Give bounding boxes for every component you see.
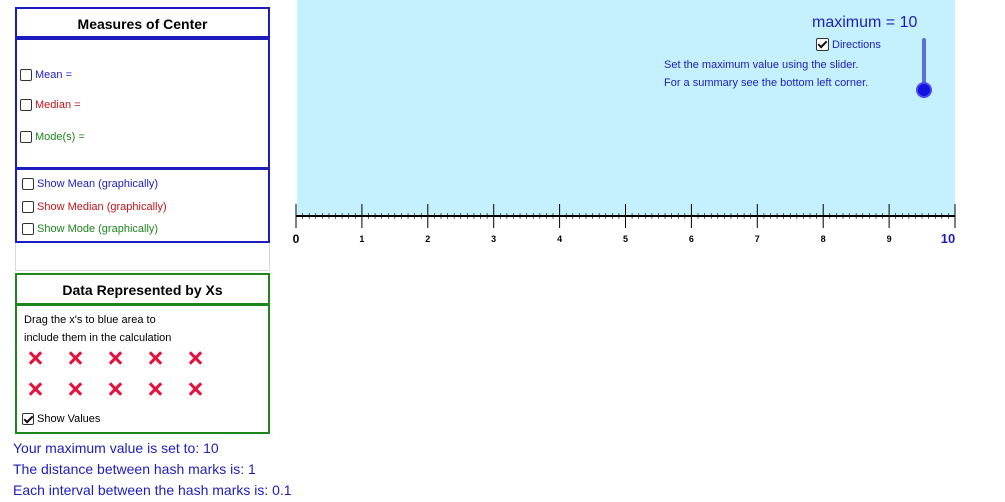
show-median-label: Show Median (graphically)	[37, 201, 167, 213]
checkbox-checked-icon[interactable]	[22, 413, 34, 425]
graphic-options-box: Show Mean (graphically) Show Median (gra…	[15, 168, 270, 243]
directions-checkbox[interactable]: Directions	[816, 38, 881, 51]
x-mark[interactable]	[108, 382, 122, 396]
tick-label: 2	[425, 234, 431, 244]
instruction-line-2: include them in the calculation	[24, 332, 172, 344]
instruction-line-1: Drag the x's to blue area to	[24, 314, 156, 326]
tick-label: 9	[886, 234, 892, 244]
maximum-slider-knob[interactable]	[916, 82, 932, 98]
maximum-slider-track[interactable]	[922, 38, 926, 90]
tick-label: 10	[940, 231, 956, 246]
directions-label: Directions	[832, 38, 881, 51]
checkbox-icon[interactable]	[20, 99, 32, 111]
mode-checkbox[interactable]: Mode(s) =	[20, 131, 85, 143]
median-checkbox[interactable]: Median =	[20, 99, 81, 111]
mean-label: Mean =	[35, 69, 72, 81]
checkbox-icon[interactable]	[20, 131, 32, 143]
measures-title-box: Measures of Center	[15, 7, 270, 38]
maximum-label: maximum = 10	[812, 14, 918, 31]
show-values-label: Show Values	[37, 413, 101, 425]
tick-label: 5	[622, 234, 629, 244]
show-median-checkbox[interactable]: Show Median (graphically)	[22, 201, 167, 213]
number-line	[295, 204, 956, 228]
x-mark[interactable]	[188, 382, 202, 396]
tick-label: 1	[359, 234, 365, 244]
x-mark[interactable]	[148, 382, 162, 396]
median-label: Median =	[35, 99, 81, 111]
tick-label: 6	[688, 234, 694, 244]
data-title-box: Data Represented by Xs	[15, 273, 270, 305]
tick-label: 7	[754, 234, 760, 244]
info-max-value: Your maximum value is set to: 10	[13, 440, 219, 456]
checkbox-icon[interactable]	[22, 178, 34, 190]
direction-line-2: For a summary see the bottom left corner…	[664, 77, 869, 89]
checkbox-icon[interactable]	[22, 201, 34, 213]
checkbox-icon[interactable]	[22, 223, 34, 235]
tick-label: 3	[491, 234, 497, 244]
show-values-checkbox[interactable]: Show Values	[22, 413, 100, 425]
x-mark[interactable]	[68, 382, 82, 396]
data-title: Data Represented by Xs	[62, 282, 223, 298]
show-mean-checkbox[interactable]: Show Mean (graphically)	[22, 178, 158, 190]
x-mark[interactable]	[148, 351, 162, 365]
x-mark[interactable]	[28, 351, 42, 365]
measures-title: Measures of Center	[77, 16, 208, 32]
x-mark[interactable]	[108, 351, 122, 365]
spacer-box	[15, 243, 270, 271]
mode-label: Mode(s) =	[35, 131, 85, 143]
info-interval: Each interval between the hash marks is:…	[13, 482, 292, 498]
data-box: Drag the x's to blue area to include the…	[15, 304, 270, 434]
direction-line-1: Set the maximum value using the slider.	[664, 59, 859, 71]
show-mean-label: Show Mean (graphically)	[37, 178, 159, 190]
checkbox-checked-icon[interactable]	[816, 38, 829, 51]
tick-label: 8	[820, 234, 826, 244]
x-mark[interactable]	[28, 382, 42, 396]
show-mode-checkbox[interactable]: Show Mode (graphically)	[22, 223, 158, 235]
x-mark[interactable]	[188, 351, 202, 365]
tick-label: 4	[557, 234, 563, 244]
show-mode-label: Show Mode (graphically)	[37, 223, 159, 235]
tick-label: 0	[292, 232, 300, 246]
checkbox-icon[interactable]	[20, 69, 32, 81]
measures-box: Mean = Median = Mode(s) =	[15, 38, 270, 169]
drop-area[interactable]	[297, 0, 955, 216]
info-hash-distance: The distance between hash marks is: 1	[13, 461, 256, 477]
x-mark[interactable]	[68, 351, 82, 365]
mean-checkbox[interactable]: Mean =	[20, 69, 72, 81]
